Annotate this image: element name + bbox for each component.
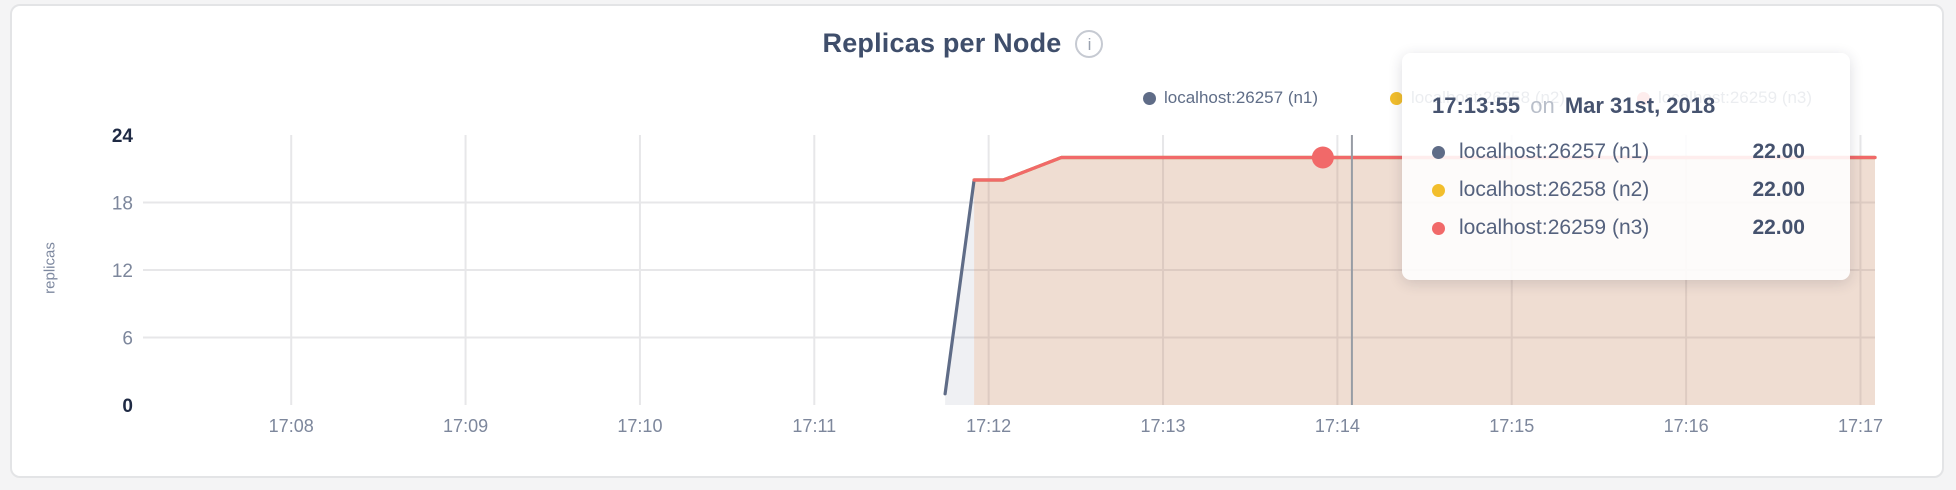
tooltip-time: 17:13:55 xyxy=(1432,93,1521,118)
info-icon[interactable]: i xyxy=(1075,29,1104,58)
tooltip-conjunction: on xyxy=(1530,93,1555,118)
tooltip-header: 17:13:55 on Mar 31st, 2018 xyxy=(1432,93,1805,119)
x-tick-label: 17:09 xyxy=(443,416,488,436)
tooltip-rows: localhost:26257 (n1) 22.00 localhost:26258… xyxy=(1432,133,1805,247)
x-tick-label: 17:14 xyxy=(1315,416,1360,436)
x-tick-label: 17:15 xyxy=(1489,416,1534,436)
y-axis-title: replicas xyxy=(41,242,59,294)
tooltip-series-value: 22.00 xyxy=(1752,140,1805,163)
y-tick-label: 18 xyxy=(112,194,133,215)
x-tick-label: 17:17 xyxy=(1838,416,1883,436)
y-tick-label: 6 xyxy=(122,329,133,350)
tooltip-series-name: localhost:26257 (n1) xyxy=(1459,140,1650,163)
x-tick-label: 17:13 xyxy=(1140,416,1185,436)
tooltip-series-dot xyxy=(1432,221,1445,235)
tooltip-row-n1: localhost:26257 (n1) 22.00 xyxy=(1432,133,1805,171)
x-tick-label: 17:16 xyxy=(1664,416,1709,436)
legend-label: localhost:26257 (n1) xyxy=(1164,88,1319,107)
x-tick-label: 17:11 xyxy=(792,416,836,436)
tooltip-series-name: localhost:26259 (n3) xyxy=(1459,216,1650,239)
x-tick-label: 17:10 xyxy=(617,416,662,436)
x-tick-label: 17:12 xyxy=(966,416,1011,436)
tooltip-series-name: localhost:26258 (n2) xyxy=(1459,178,1650,201)
hover-tooltip: 17:13:55 on Mar 31st, 2018 localhost:262… xyxy=(1402,53,1850,280)
tooltip-series-value: 22.00 xyxy=(1752,178,1805,201)
y-tick-label: 0 xyxy=(122,396,133,417)
legend-dot xyxy=(1143,91,1156,105)
chart-title: Replicas per Node xyxy=(822,28,1062,58)
y-tick-label: 24 xyxy=(112,126,134,147)
hover-dot xyxy=(1311,146,1334,169)
chart-header: Replicas per Node i xyxy=(0,28,1926,59)
y-tick-label: 12 xyxy=(112,261,133,282)
tooltip-series-dot xyxy=(1432,183,1445,197)
legend-item-n1[interactable]: localhost:26257 (n1) xyxy=(1143,88,1343,108)
tooltip-series-dot xyxy=(1432,145,1445,159)
tooltip-row-n2: localhost:26258 (n2) 22.00 xyxy=(1432,171,1805,209)
x-tick-label: 17:08 xyxy=(269,416,314,436)
tooltip-row-n3: localhost:26259 (n3) 22.00 xyxy=(1432,209,1805,247)
tooltip-date: Mar 31st, 2018 xyxy=(1564,93,1716,118)
tooltip-series-value: 22.00 xyxy=(1752,216,1805,239)
legend-dot xyxy=(1390,91,1403,105)
